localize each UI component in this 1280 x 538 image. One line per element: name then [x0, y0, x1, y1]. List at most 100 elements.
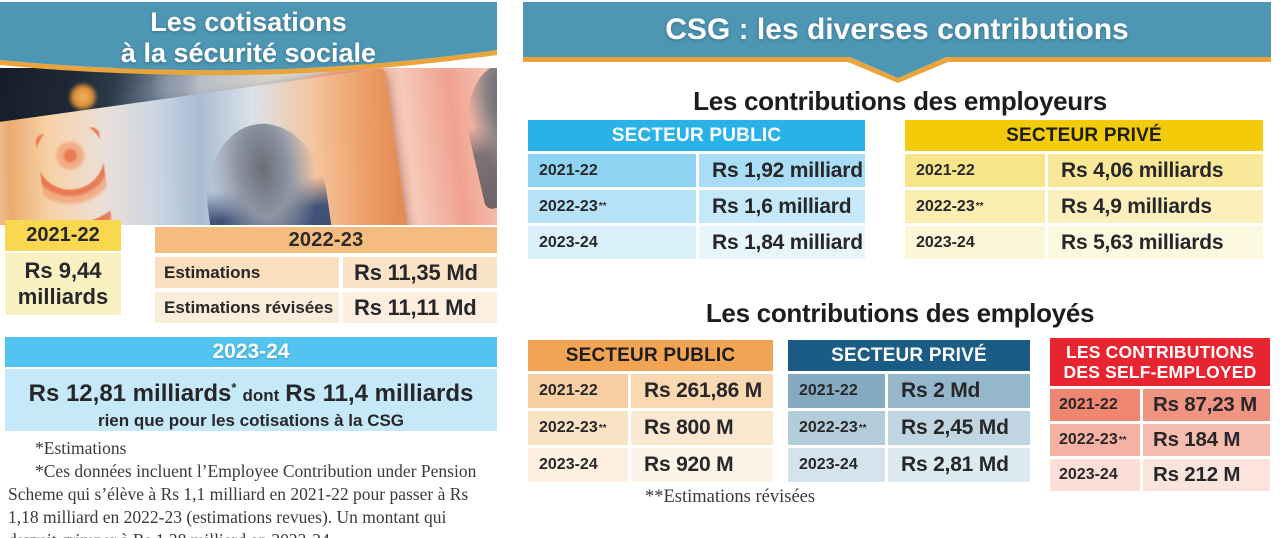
banner-2023-24: 2023-24 Rs 12,81 milliards* dont Rs 11,4 m… [5, 337, 497, 431]
guilloche-pattern [34, 126, 124, 225]
year-label: 2022-23 ** [528, 190, 696, 223]
left-title-line2: à la sécurité sociale [120, 38, 377, 68]
employees-heading: Les contributions des employés [705, 298, 1095, 328]
amount-value: Rs 4,06 milliards [1048, 154, 1263, 187]
amount-value: Rs 261,86 M [631, 374, 773, 408]
employees-public-table: SECTEUR PUBLIC 2021-22 Rs 261,86 M 2022-… [528, 340, 773, 482]
year-text: 2022-23 [539, 197, 598, 215]
amount-2023: Rs 12,81 milliards* dont Rs 11,4 milliards… [5, 369, 497, 431]
amount-2021-line2: milliards [17, 284, 109, 309]
employers-heading: Les contributions des employeurs [693, 86, 1107, 116]
employers-public-table: SECTEUR PUBLIC 2021-22 Rs 1,92 milliard … [528, 120, 865, 259]
self-employed-header-line1: LES CONTRIBUTIONS [1065, 342, 1255, 362]
row-value: Rs 11,35 Md [343, 257, 497, 288]
row-label: Estimations révisées [155, 292, 339, 323]
asterisk-marker: * [231, 380, 237, 395]
sector-header: SECTEUR PRIVÉ [788, 340, 1030, 371]
year-text: 2021-22 [539, 382, 598, 399]
amount-2023-line1: Rs 12,81 milliards* dont Rs 11,4 milliards [5, 374, 497, 410]
right-footnote: **Estimations révisées [645, 487, 816, 507]
amount-secondary: Rs 11,4 milliards [285, 380, 474, 407]
year-label: 2022-23 ** [1050, 424, 1140, 456]
self-employed-table: LES CONTRIBUTIONS DES SELF-EMPLOYED 2021… [1050, 338, 1270, 491]
year-label: 2023-24 [905, 226, 1045, 259]
amount-value: Rs 2,81 Md [888, 448, 1030, 482]
year-label: 2022-23 ** [528, 411, 628, 445]
year-label: 2021-22 [905, 154, 1045, 187]
banknote-blue [0, 68, 415, 225]
right-panel-title: CSG : les diverses contributions [665, 13, 1129, 46]
footnote-details: *Ces données incluent l’Employee Contrib… [8, 461, 477, 538]
footnote-estimations: *Estimations [35, 438, 127, 458]
year-text: 2023-24 [1059, 466, 1118, 483]
employees-private-table: SECTEUR PRIVÉ 2021-22 Rs 2 Md 2022-23 ** … [788, 340, 1030, 482]
year-text: 2022-23 [539, 419, 598, 436]
year-text: 2021-22 [1059, 396, 1118, 413]
table-2022-23: 2022-23 Estimations Rs 11,35 Md Estimati… [155, 227, 497, 323]
amount-value: Rs 1,92 milliard [699, 154, 865, 187]
amount-value: Rs 800 M [631, 411, 773, 445]
year-text: 2022-23 [916, 197, 975, 215]
left-panel-title: Les cotisations à la sécurité sociale [0, 7, 497, 69]
amount-main: Rs 12,81 milliards [28, 380, 232, 407]
banknotes-photo [0, 68, 497, 225]
amount-value: Rs 4,9 milliards [1048, 190, 1263, 223]
amount-value: Rs 2 Md [888, 374, 1030, 408]
year-text: 2023-24 [799, 456, 858, 473]
sector-header: SECTEUR PUBLIC [528, 120, 865, 151]
banner-fill [0, 2, 497, 71]
footnote-marker: ** [598, 422, 607, 434]
sector-header: LES CONTRIBUTIONS DES SELF-EMPLOYED [1050, 338, 1270, 386]
year-2021-header: 2021-22 [5, 220, 121, 251]
banner-fill [523, 2, 1271, 78]
year-text: 2023-24 [539, 456, 598, 473]
amount-2021: Rs 9,44 milliards [5, 253, 121, 315]
footnote-marker: ** [598, 201, 607, 212]
year-label: 2022-23 ** [905, 190, 1045, 223]
row-value: Rs 11,11 Md [343, 292, 497, 323]
bokeh-light [68, 82, 98, 112]
year-label: 2021-22 [528, 154, 696, 187]
amount-value: Rs 87,23 M [1143, 389, 1270, 421]
right-banner-shape [523, 2, 1271, 83]
table-2021-22: 2021-22 Rs 9,44 milliards [5, 220, 121, 315]
left-footnotes: *Estimations *Ces données incluent l’Emp… [8, 437, 498, 538]
year-label: 2021-22 [1050, 389, 1140, 421]
year-text: 2022-23 [799, 419, 858, 436]
year-label: 2022-23 ** [788, 411, 885, 445]
amount-value: Rs 184 M [1143, 424, 1270, 456]
row-label: Estimations [155, 257, 339, 288]
employers-private-table: SECTEUR PRIVÉ 2021-22 Rs 4,06 milliards … [905, 120, 1263, 259]
connector-text: dont [242, 386, 280, 405]
self-employed-header-line2: DES SELF-EMPLOYED [1063, 362, 1257, 382]
year-label: 2023-24 [788, 448, 885, 482]
year-text: 2023-24 [916, 233, 975, 251]
banner-edge [0, 50, 497, 76]
amount-value: Rs 212 M [1143, 459, 1270, 491]
amount-2021-line1: Rs 9,44 [24, 258, 102, 283]
amount-value: Rs 1,6 milliard [699, 190, 865, 223]
sector-header: SECTEUR PRIVÉ [905, 120, 1263, 151]
amount-value: Rs 5,63 milliards [1048, 226, 1263, 259]
year-label: 2023-24 [528, 448, 628, 482]
portrait-engraving [454, 68, 497, 211]
year-label: 2023-24 [1050, 459, 1140, 491]
left-banner-shape [0, 2, 497, 76]
year-text: 2023-24 [539, 233, 598, 251]
year-text: 2021-22 [539, 161, 598, 179]
year-text: 2021-22 [799, 382, 858, 399]
footnote-marker: ** [858, 422, 867, 434]
footnote-marker: ** [975, 201, 984, 212]
year-label: 2023-24 [528, 226, 696, 259]
year-text: 2022-23 [1059, 431, 1118, 448]
banner-edge [523, 57, 1271, 83]
amount-value: Rs 2,45 Md [888, 411, 1030, 445]
year-label: 2021-22 [528, 374, 628, 408]
left-title-line1: Les cotisations [150, 7, 347, 37]
year-2022-header: 2022-23 [155, 227, 497, 253]
year-2023-header: 2023-24 [5, 337, 497, 367]
amount-value: Rs 920 M [631, 448, 773, 482]
amount-value: Rs 1,84 milliard [699, 226, 865, 259]
footnote-marker: ** [1118, 434, 1127, 446]
